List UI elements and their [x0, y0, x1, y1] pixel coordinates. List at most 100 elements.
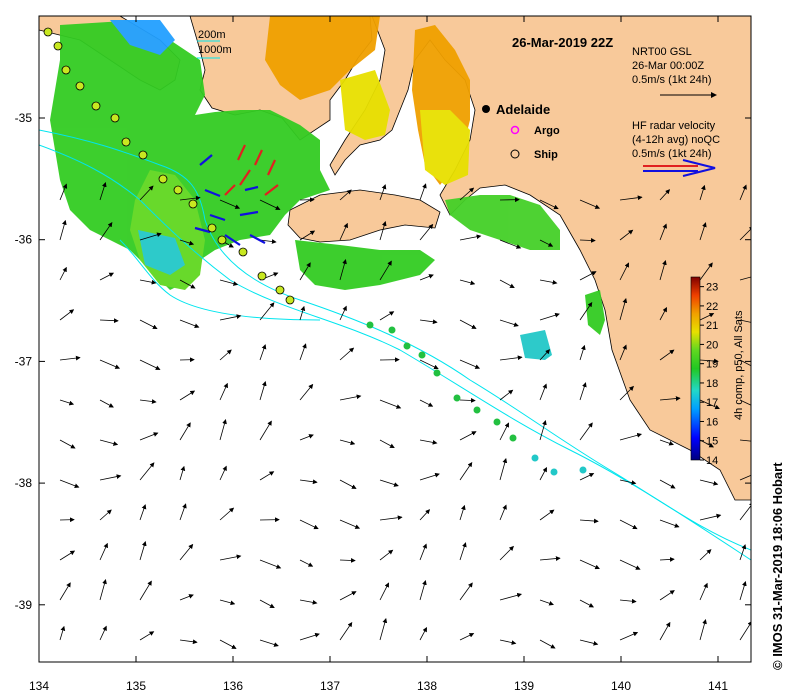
velocity-arrow: [579, 422, 593, 441]
velocity-arrow: [99, 625, 107, 641]
velocity-arrow: [99, 222, 113, 241]
velocity-arrow: [539, 279, 558, 285]
velocity-arrow: [699, 549, 712, 561]
velocity-arrow: [259, 239, 277, 244]
velocity-arrow: [139, 319, 158, 329]
velocity-arrow: [219, 314, 242, 321]
x-tick-label: 140: [611, 679, 631, 693]
velocity-arrow: [179, 390, 196, 401]
velocity-arrow: [459, 234, 482, 241]
velocity-arrow: [739, 319, 751, 323]
velocity-arrow: [539, 466, 547, 481]
plot-frame: [38, 15, 752, 663]
velocity-arrow: [659, 223, 667, 241]
velocity-arrow: [299, 262, 311, 281]
ship-point: [388, 326, 396, 334]
ship-point: [110, 113, 120, 123]
velocity-arrow: [179, 503, 187, 521]
velocity-arrow: [139, 631, 155, 641]
colorbar-tick-label: 19: [706, 359, 718, 371]
radar-scale: 0.5m/s (1kt 24h): [632, 148, 711, 160]
velocity-arrow: [179, 543, 194, 561]
isobath-200-label: 200m: [198, 29, 226, 41]
velocity-arrow: [379, 184, 387, 201]
x-axis: 134 135 136 137 138 139 140 141: [29, 16, 728, 693]
velocity-arrow: [459, 319, 477, 329]
ship-point: [188, 199, 198, 209]
velocity-arrow: [499, 389, 514, 401]
velocity-arrow: [659, 260, 667, 281]
velocity-arrow: [59, 266, 67, 281]
velocity-arrow: [179, 465, 186, 481]
colorbar-tick-label: 15: [706, 436, 718, 448]
velocity-arrow: [59, 399, 75, 406]
velocity-arrow: [739, 581, 747, 601]
velocity-arrow: [459, 461, 473, 481]
x-tick-label: 137: [320, 679, 340, 693]
sst-layer: [50, 16, 605, 360]
velocity-arrow: [739, 620, 751, 641]
velocity-arrow: [139, 580, 152, 601]
velocity-arrow: [259, 344, 267, 361]
credit: © IMOS 31-Mar-2019 18:06 Hobart: [770, 462, 785, 670]
ship-point: [158, 174, 168, 184]
velocity-arrow: [99, 509, 112, 521]
velocity-arrow: [59, 309, 75, 321]
velocity-arrow: [739, 439, 751, 442]
velocity-arrow: [699, 399, 720, 410]
velocity-arrow: [619, 479, 637, 485]
adelaide-marker: [482, 105, 490, 113]
ship-legend-marker: [510, 149, 520, 159]
ship-point: [509, 434, 517, 442]
colorbar-tick-label: 22: [706, 301, 718, 313]
velocity-arrow: [539, 199, 559, 210]
velocity-arrow: [379, 260, 392, 281]
velocity-arrow: [739, 359, 751, 367]
velocity-arrow: [419, 439, 438, 445]
velocity-arrow: [579, 199, 601, 209]
velocity-arrow: [459, 542, 467, 561]
velocity-arrow: [259, 381, 267, 401]
velocity-arrow: [579, 271, 597, 281]
ship-point: [238, 247, 248, 257]
velocity-arrow: [499, 319, 519, 327]
x-tick-label: 139: [514, 679, 534, 693]
adelaide-label: Adelaide: [496, 102, 550, 117]
velocity-arrow: [259, 599, 275, 608]
velocity-arrow: [579, 639, 599, 646]
velocity-arrow: [339, 394, 362, 401]
velocity-arrow: [179, 279, 196, 289]
velocity-arrow: [99, 399, 114, 408]
velocity-arrow: [259, 639, 279, 647]
velocity-arrow: [419, 359, 439, 370]
y-tick-label: -39: [15, 598, 33, 612]
ship-point: [473, 406, 481, 414]
velocity-arrow: [459, 633, 475, 641]
velocity-arrow: [99, 272, 115, 281]
velocity-arrow: [499, 422, 509, 441]
velocity-arrow: [59, 582, 71, 601]
velocity-arrow: [139, 279, 157, 285]
ship-point: [207, 223, 217, 233]
ship-point: [531, 454, 539, 462]
velocity-arrow: [459, 504, 466, 521]
velocity-arrow: [619, 262, 629, 281]
colorbar-tick-label: 14: [706, 455, 718, 467]
velocity-arrow: [699, 582, 708, 601]
velocity-arrow: [219, 599, 236, 606]
velocity-arrow: [539, 349, 551, 361]
velocity-arrow: [659, 479, 676, 489]
velocity-arrow: [539, 239, 554, 247]
hf-radar-arrows: [194, 144, 279, 246]
velocity-arrow: [379, 618, 388, 641]
velocity-arrow: [139, 541, 147, 561]
velocity-arrow: [339, 519, 361, 529]
velocity-arrow: [299, 305, 306, 321]
isobath-1000-label: 1000m: [198, 44, 232, 56]
velocity-arrow: [499, 639, 517, 645]
velocity-arrow: [99, 579, 107, 601]
velocity-arrow: [659, 590, 675, 601]
velocity-arrow: [179, 239, 195, 246]
velocity-arrow: [579, 473, 595, 481]
